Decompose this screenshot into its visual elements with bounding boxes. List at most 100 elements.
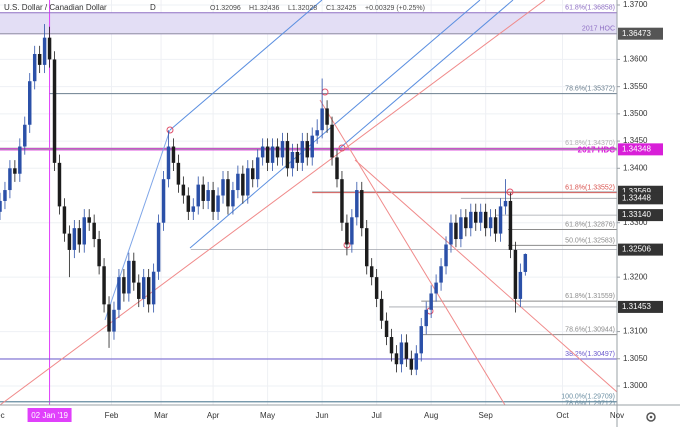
level-label: 50.0%(1.32583) [565,237,615,244]
candle-body [285,141,290,169]
candles [0,24,528,376]
candle-body [439,266,443,283]
candle-body [469,211,473,229]
pivot-marker [506,188,514,196]
candle-body [320,108,324,131]
candle-body [206,190,210,201]
candle-body [37,53,42,65]
time-axis-bg [0,405,617,427]
price-label-box [618,300,663,313]
x-tick-label: Dec [0,411,5,420]
candle-body [429,293,433,310]
candle-body [434,282,438,294]
settings-gear-center[interactable] [649,415,653,419]
settings-gear[interactable] [646,412,656,422]
candle-body [166,146,171,180]
candle-body [221,179,225,196]
price-label-box [618,243,663,256]
candle-body [57,162,62,207]
candle-body [335,157,339,180]
candle-body [374,277,379,299]
pitchfork-line [339,0,514,149]
x-tick-label: Mar [154,411,168,420]
candle-body [0,200,2,212]
candle-body [355,190,359,218]
candle-body [13,168,17,174]
date-marker-box [27,408,72,422]
candle-body [97,239,101,267]
y-tick-label: 1.3550 [623,82,648,91]
candle-body [255,157,260,180]
x-tick-label: Oct [556,411,569,420]
candle-body [246,168,250,196]
x-tick-label: Nov [610,411,624,420]
candle-body [305,141,309,158]
y-tick-label: 1.3100 [623,327,648,336]
level-label: 61.8%(1.32876) [565,221,615,228]
level-label: 78.6%(1.30944) [565,326,615,333]
candle-body [42,37,47,65]
zone-layer [0,12,617,34]
candle-body [87,217,91,223]
price-label: 1.33140 [622,210,651,219]
candle-body [226,179,230,207]
candle-body [464,217,468,229]
candle-body [345,222,349,245]
price-label-box [618,27,663,40]
candle-body [112,309,116,332]
settings-icon[interactable] [646,412,656,422]
channel-line [354,159,618,393]
y-tick-label: 1.3000 [623,381,648,390]
candle-body [488,217,493,229]
candle-body [181,184,186,196]
candle-body [47,37,52,60]
candle-body [350,217,354,245]
drawings [0,0,618,406]
candle-body [62,206,67,234]
ohlc-change: +0.00329 (+0.25%) [365,5,425,12]
candle-body [459,217,463,240]
x-tick-label: Jul [372,411,382,420]
candle-body [325,108,329,125]
candle-body [23,124,27,147]
candle-body [364,228,369,267]
pivot-marker [166,126,174,134]
ohlc-open: O1.32096 [210,5,241,12]
price-label: 1.34348 [622,144,651,153]
candle-body [399,342,404,365]
channel-line [0,0,546,406]
candle-body [315,130,319,136]
x-tick-label: Jun [316,411,329,420]
x-tick-label: Sep [479,411,494,420]
candle-body [290,151,295,169]
candle-body [241,173,245,196]
resistance-zone [0,12,617,34]
candle-body [151,271,156,305]
candle-body [72,228,77,250]
price-label-box [618,143,663,156]
ohlc-close: C1.32425 [326,5,356,12]
candle-body [508,200,513,250]
candle-body [52,59,57,163]
candle-body [260,146,265,158]
ohlc-high: H1.32436 [249,5,279,12]
x-tick-label: Apr [207,411,220,420]
price-label-box [618,192,663,205]
candle-body [77,228,82,245]
x-tick-label: May [260,411,275,420]
header: U.S. Dollar / Canadian Dollar D O1.32096… [4,3,425,12]
y-tick-label: 1.3700 [623,0,648,9]
candle-body [196,184,200,207]
price-label: 1.33448 [622,193,651,202]
candle-body [171,146,176,163]
candle-body [137,282,141,299]
candle-body [28,81,32,125]
pitchfork-line [169,0,323,131]
level-label: 61.8%(1.31559) [565,293,615,300]
y-tick-label: 1.3300 [623,218,648,227]
y-tick-label: 1.3450 [623,136,648,145]
candle-body [523,254,528,272]
candle-body [424,309,428,327]
candle-body [141,277,146,299]
